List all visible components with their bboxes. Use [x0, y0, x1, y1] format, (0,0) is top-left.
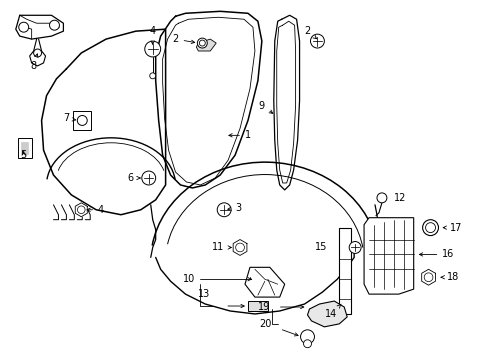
Circle shape — [199, 40, 205, 46]
Circle shape — [303, 340, 311, 348]
Polygon shape — [307, 301, 346, 327]
Text: 2: 2 — [172, 34, 194, 44]
Circle shape — [425, 223, 435, 233]
Text: 13: 13 — [198, 289, 210, 299]
Text: 18: 18 — [440, 272, 459, 282]
Polygon shape — [73, 111, 91, 130]
Circle shape — [142, 171, 155, 185]
Polygon shape — [244, 267, 284, 297]
Text: 19: 19 — [257, 302, 269, 312]
Circle shape — [217, 203, 231, 217]
Polygon shape — [364, 218, 413, 294]
Circle shape — [423, 273, 432, 282]
Polygon shape — [421, 269, 434, 285]
Text: 17: 17 — [442, 222, 462, 233]
Text: 8: 8 — [31, 54, 38, 71]
Circle shape — [149, 73, 155, 79]
Text: 16: 16 — [419, 249, 454, 260]
Text: 4: 4 — [87, 205, 104, 215]
Circle shape — [77, 116, 87, 125]
Polygon shape — [339, 228, 350, 314]
Text: 3: 3 — [227, 203, 241, 213]
Circle shape — [376, 193, 386, 203]
Text: 15: 15 — [314, 243, 326, 252]
Text: 7: 7 — [63, 113, 76, 123]
Text: 9: 9 — [258, 100, 272, 113]
Circle shape — [300, 330, 314, 344]
Polygon shape — [75, 203, 87, 217]
Circle shape — [19, 22, 29, 32]
Circle shape — [310, 34, 324, 48]
Circle shape — [34, 49, 41, 57]
Polygon shape — [18, 138, 32, 158]
Text: 10: 10 — [183, 274, 195, 284]
Circle shape — [422, 220, 438, 235]
Circle shape — [235, 243, 244, 252]
Text: 20: 20 — [259, 319, 271, 329]
Circle shape — [49, 20, 60, 30]
Text: 1: 1 — [228, 130, 250, 140]
Text: 12: 12 — [393, 193, 406, 203]
Circle shape — [348, 242, 360, 253]
Polygon shape — [247, 301, 267, 311]
Text: 6: 6 — [127, 173, 140, 183]
Text: 4: 4 — [149, 26, 156, 44]
Text: 11: 11 — [212, 243, 231, 252]
Circle shape — [144, 41, 161, 57]
Circle shape — [77, 206, 85, 213]
Circle shape — [197, 38, 207, 48]
Text: 2: 2 — [304, 26, 316, 39]
Polygon shape — [196, 39, 216, 51]
Polygon shape — [233, 239, 246, 255]
Polygon shape — [20, 142, 28, 154]
Text: 14: 14 — [325, 304, 341, 319]
Text: 5: 5 — [20, 150, 27, 160]
